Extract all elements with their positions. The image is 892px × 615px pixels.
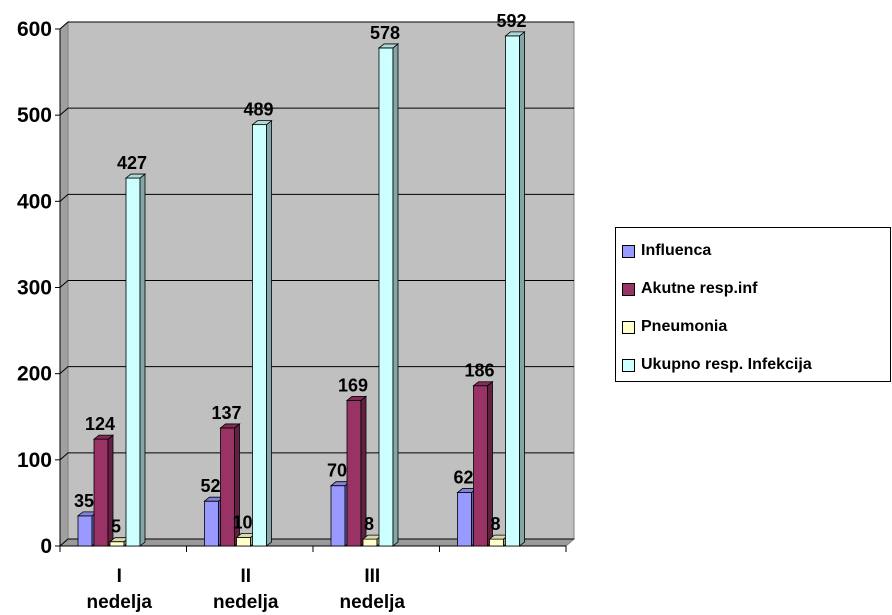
bar-side: [519, 31, 525, 547]
legend: Influenca Akutne resp.inf Pneumonia Ukup…: [615, 227, 891, 382]
x-tick-label: nedelja: [87, 592, 153, 613]
gridline: [59, 193, 574, 202]
data-label: 10: [232, 512, 252, 532]
bar: [204, 500, 219, 547]
data-label: 592: [496, 11, 526, 31]
bar-top: [219, 423, 241, 429]
y-tick-label: 400: [17, 190, 52, 213]
data-label: 578: [370, 23, 400, 43]
legend-label: Ukupno resp. Infekcija: [641, 356, 812, 373]
bar-top: [377, 43, 400, 49]
gridline: [59, 538, 574, 547]
bar: [236, 536, 251, 547]
legend-swatch-ukupno: [622, 358, 635, 372]
bar: [93, 438, 109, 547]
legend-item-pneumonia: Pneumonia: [622, 316, 727, 338]
gridline: [59, 280, 574, 288]
bar: [252, 124, 267, 547]
gridline: [59, 366, 574, 375]
data-label: 427: [117, 153, 147, 173]
y-tick-label: 200: [17, 363, 52, 386]
bar: [378, 47, 394, 547]
bar: [346, 399, 362, 547]
x-tick-label: nedelja: [213, 592, 279, 613]
data-label: 169: [338, 375, 368, 395]
bar-top: [251, 120, 273, 126]
legend-label: Akutne resp.inf: [641, 280, 758, 297]
data-label: 186: [464, 361, 494, 381]
bar-side: [139, 173, 146, 547]
data-label: 137: [211, 403, 241, 423]
bar: [505, 35, 520, 547]
data-label: 8: [364, 514, 374, 534]
x-tick-label: III: [364, 566, 380, 587]
y-tick-label: 500: [17, 104, 52, 127]
legend-item-akutne: Akutne resp.inf: [622, 278, 757, 300]
y-tick-label: 600: [17, 18, 52, 41]
bar-top: [472, 381, 494, 387]
data-label: 62: [453, 468, 473, 488]
y-tick-label: 0: [40, 535, 52, 558]
bar-top: [124, 173, 147, 179]
gridline: [59, 452, 574, 461]
data-label: 52: [200, 476, 220, 496]
legend-item-ukupno: Ukupno resp. Infekcija: [622, 354, 812, 376]
bar-top: [92, 434, 115, 440]
x-tick-label: II: [240, 566, 251, 587]
bar: [362, 538, 378, 547]
legend-item-influenca: Influenca: [622, 240, 711, 262]
y-tick-label: 300: [17, 277, 52, 300]
legend-swatch-influenca: [622, 244, 635, 258]
y-tick-label: 100: [17, 449, 52, 472]
data-label: 70: [327, 461, 347, 481]
data-label: 8: [490, 514, 500, 534]
bar: [125, 177, 141, 547]
bar-top: [345, 395, 368, 401]
data-label: 489: [243, 100, 273, 120]
data-label: 5: [111, 517, 121, 537]
data-label: 35: [74, 491, 94, 511]
bar: [473, 385, 488, 547]
legend-label: Pneumonia: [641, 318, 728, 335]
bar-side: [266, 119, 272, 547]
bar: [330, 485, 346, 547]
x-tick-label: nedelja: [340, 592, 406, 613]
legend-label: Influenca: [641, 242, 712, 259]
legend-swatch-akutne: [622, 282, 635, 296]
bar-top: [504, 31, 526, 37]
x-tick-label: I: [117, 566, 122, 587]
bar: [489, 538, 504, 547]
bar: [457, 492, 472, 547]
gridline: [59, 107, 574, 116]
data-label: 124: [85, 414, 115, 434]
gridline: [59, 21, 574, 30]
bar-side: [392, 43, 399, 547]
legend-swatch-pneumonia: [622, 320, 635, 334]
bar: [77, 515, 93, 547]
bar: [109, 541, 125, 547]
